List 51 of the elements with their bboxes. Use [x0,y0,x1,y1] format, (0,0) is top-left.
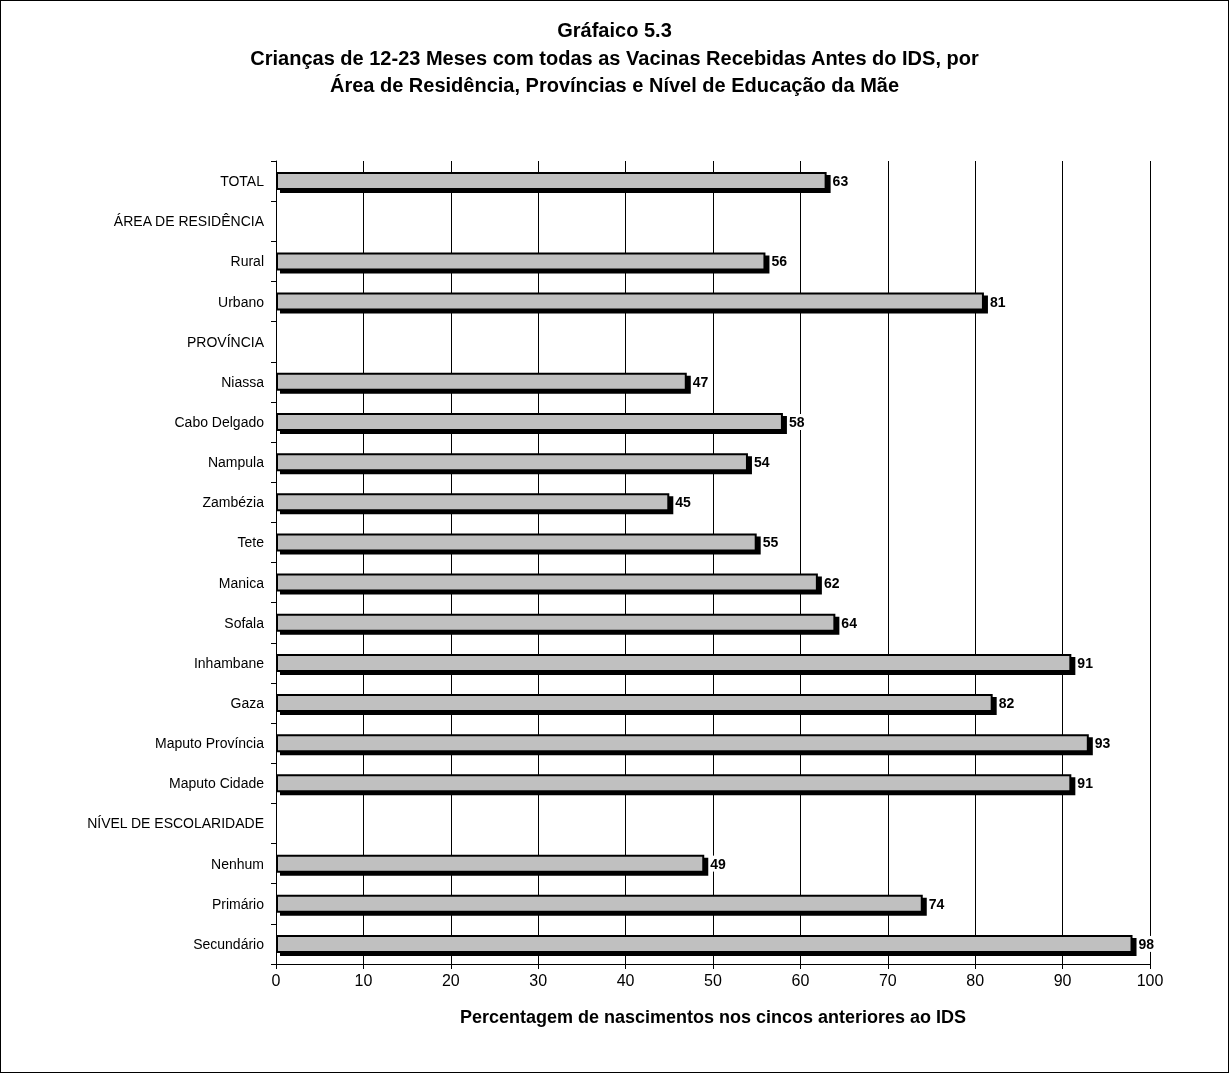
data-label: 93 [1094,735,1111,752]
data-label: 54 [753,454,770,471]
data-label: 45 [675,494,692,511]
data-label: 91 [1077,775,1094,792]
data-label: 49 [710,855,727,872]
x-tick-label: 50 [704,971,722,989]
data-label: 91 [1077,654,1094,671]
y-tick-label: Maputo Cidade [169,775,265,792]
y-tick-label: PROVÍNCIA [186,333,265,350]
y-tick-label: ÁREA DE RESIDÊNCIA [113,213,265,230]
x-tick-label: 70 [878,971,897,989]
y-tick-label: Niassa [221,373,265,390]
y-tick-label: Secundário [193,935,265,952]
y-tick-label: Sofala [224,614,265,631]
y-tick-label: Nampula [207,454,265,471]
y-tick-label: Cabo Delgado [174,413,265,430]
data-label: 64 [841,614,858,631]
x-tick-label: 100 [1136,971,1164,989]
y-tick-label: Rural [230,253,264,270]
x-tick-label: 30 [529,971,548,989]
y-tick-label: Tete [237,534,265,551]
y-tick-label: Primário [211,895,265,912]
y-tick-label: Zambézia [202,494,265,511]
y-tick-label: Nenhum [211,855,264,872]
data-label: 81 [989,293,1006,310]
y-tick-label: Manica [218,574,265,591]
x-tick-label: 90 [1053,971,1072,989]
data-label: 55 [762,534,779,551]
y-tick-label: Urbano [218,293,265,310]
y-tick-label: Inhambane [193,654,265,671]
x-tick-label: 20 [441,971,460,989]
x-axis-title: Percentagem de nascimentos nos cincos anteriores ao IDS [459,1007,967,1027]
y-tick-label: Gaza [230,695,265,712]
x-tick-label: 0 [271,971,281,989]
x-tick-label: 40 [616,971,635,989]
chart-subtitle: Crianças de 12-23 Meses com todas as Vacinas Recebidas Antes do IDS, por Área de Residência, Províncias e Nível de Educação da Mãe [250,46,979,96]
y-tick-label: TOTAL [220,173,265,190]
data-label: 62 [823,574,840,591]
data-label: 56 [771,253,788,270]
y-tick-label: Maputo Província [155,735,265,752]
data-label: 47 [692,373,709,390]
x-tick-label: 60 [791,971,810,989]
data-label: 74 [928,895,945,912]
data-label: 58 [788,413,805,430]
data-label: 82 [998,695,1015,712]
data-label: 98 [1138,935,1155,952]
x-tick-label: 10 [354,971,373,989]
data-label: 63 [832,173,849,190]
y-tick-label: NÍVEL DE ESCOLARIDADE [87,815,264,832]
x-tick-label: 80 [966,971,985,989]
chart-title: Gráfaico 5.3 [557,19,672,41]
